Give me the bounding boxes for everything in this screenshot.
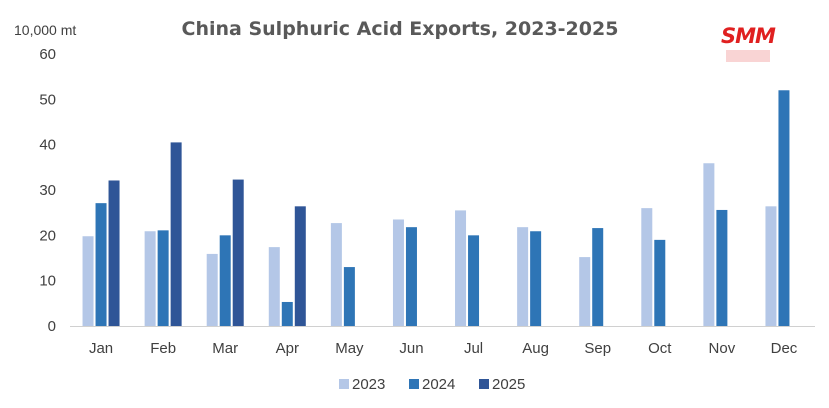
- bar-2023-apr: [268, 247, 280, 326]
- bar-2023-oct: [641, 208, 653, 326]
- bar-2025-apr: [294, 206, 306, 326]
- y-tick-label: 50: [39, 91, 56, 108]
- bar-2023-dec: [765, 206, 777, 326]
- bar-2023-sep: [579, 257, 591, 326]
- bar-2023-feb: [144, 231, 156, 326]
- x-tick-label-feb: Feb: [150, 340, 176, 357]
- y-tick-label: 10: [39, 273, 56, 290]
- legend-swatch-2025: [479, 379, 489, 389]
- legend-label-2023: 2023: [352, 376, 385, 393]
- bar-2025-feb: [170, 142, 182, 326]
- x-tick-label-mar: Mar: [212, 340, 238, 357]
- legend: 2023 2024 2025: [339, 376, 525, 393]
- y-tick-label: 0: [48, 318, 56, 335]
- x-tick-label-jan: Jan: [89, 340, 113, 357]
- x-tick-label-nov: Nov: [709, 340, 736, 357]
- bar-2023-jan: [82, 236, 94, 326]
- y-tick-label: 20: [39, 227, 56, 244]
- x-tick-label-jun: Jun: [399, 340, 423, 357]
- bar-2024-jun: [405, 227, 417, 326]
- y-tick-label: 40: [39, 137, 56, 154]
- bar-2023-aug: [517, 227, 529, 326]
- y-axis-ticks: 0 10 20 30 40 50 60: [39, 46, 56, 335]
- bar-2024-feb: [157, 230, 169, 326]
- bar-2025-jan: [108, 180, 120, 326]
- bar-2023-may: [330, 223, 342, 326]
- x-tick-label-may: May: [335, 340, 364, 357]
- bar-2024-nov: [716, 209, 728, 326]
- x-tick-label-apr: Apr: [276, 340, 299, 357]
- bar-2024-dec: [778, 90, 790, 327]
- bar-2024-aug: [530, 231, 542, 326]
- x-tick-label-jul: Jul: [464, 340, 483, 357]
- logo-text: SMM: [721, 24, 776, 48]
- bar-2023-jul: [455, 210, 467, 326]
- x-tick-label-dec: Dec: [771, 340, 798, 357]
- y-axis-unit-label: 10,000 mt: [14, 22, 76, 38]
- legend-swatch-2024: [409, 379, 419, 389]
- bar-2024-oct: [654, 239, 666, 326]
- bar-2024-jul: [468, 235, 480, 326]
- bar-2024-jan: [95, 203, 107, 326]
- x-tick-label-oct: Oct: [648, 340, 672, 357]
- x-tick-label-sep: Sep: [584, 340, 611, 357]
- x-tick-label-aug: Aug: [522, 340, 549, 357]
- bar-2024-may: [343, 267, 355, 326]
- bar-2024-mar: [219, 235, 231, 326]
- smm-logo: SMM: [721, 24, 777, 62]
- legend-label-2025: 2025: [492, 376, 525, 393]
- logo-reflection: [726, 50, 770, 62]
- bar-2025-mar: [232, 179, 244, 326]
- bars: [82, 90, 790, 327]
- y-tick-label: 60: [39, 46, 56, 63]
- bar-2023-nov: [703, 163, 715, 326]
- y-tick-label: 30: [39, 182, 56, 199]
- legend-label-2024: 2024: [422, 376, 455, 393]
- legend-swatch-2023: [339, 379, 349, 389]
- x-axis-labels: Jan Feb Mar Apr May Jun Jul Aug Sep Oct Nov Dec: [89, 340, 798, 357]
- bar-2024-sep: [592, 228, 604, 326]
- bar-2023-mar: [206, 253, 218, 326]
- bar-2023-jun: [392, 219, 404, 326]
- chart-title: China Sulphuric Acid Exports, 2023-2025: [182, 18, 619, 40]
- bar-2024-apr: [281, 301, 293, 326]
